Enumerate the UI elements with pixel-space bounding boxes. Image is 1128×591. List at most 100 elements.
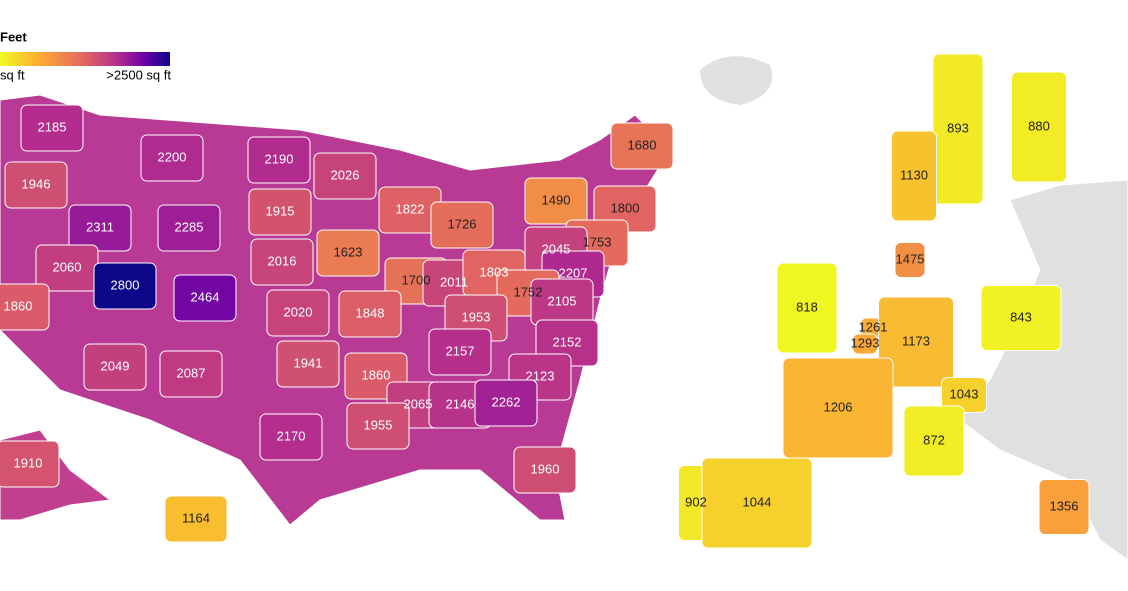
region (93, 262, 157, 310)
region (338, 290, 402, 338)
region-value-label: 1164 (182, 510, 210, 525)
region-value-label: 1941 (294, 355, 323, 370)
region (903, 405, 965, 477)
region-value-label: 902 (685, 494, 707, 509)
region (894, 242, 926, 278)
region (430, 201, 494, 249)
region-value-label: 2285 (175, 219, 204, 234)
region-value-label: 1475 (896, 251, 925, 266)
region-value-label: 2185 (38, 119, 67, 134)
region (266, 289, 330, 337)
region-value-label: 1044 (743, 494, 772, 509)
region (0, 283, 50, 331)
region-value-label: 2123 (526, 368, 555, 383)
region (250, 238, 314, 286)
region-value-label: 2060 (53, 259, 82, 274)
region (980, 285, 1062, 351)
region (259, 413, 323, 461)
region-value-label: 2065 (404, 396, 433, 411)
region-value-label: 2020 (284, 304, 313, 319)
region (878, 296, 954, 388)
region-value-label: 880 (1028, 118, 1050, 133)
region-value-label: 2049 (101, 358, 130, 373)
region-value-label: 1960 (531, 461, 560, 476)
region (0, 440, 60, 488)
region-value-label: 1753 (583, 234, 612, 249)
region-value-label: 2011 (440, 274, 468, 289)
region (276, 340, 340, 388)
region-value-label: 1261 (859, 319, 888, 334)
region (173, 274, 237, 322)
region (474, 379, 538, 427)
region-value-label: 2200 (158, 149, 187, 164)
region-value-label: 1822 (396, 201, 425, 216)
region-value-label: 1490 (542, 192, 571, 207)
region-value-label: 1860 (362, 367, 391, 382)
region-value-label: 2207 (559, 265, 588, 280)
region-value-label: 2464 (191, 289, 220, 304)
region-value-label: 2800 (111, 277, 140, 292)
region (1011, 71, 1067, 183)
region-value-label: 1955 (364, 417, 393, 432)
region (776, 262, 838, 354)
region-value-label: 872 (923, 432, 945, 447)
region-value-label: 1752 (514, 284, 543, 299)
region (932, 53, 984, 205)
region-value-label: 1623 (334, 244, 363, 259)
region-value-label: 1293 (851, 335, 880, 350)
region-value-label: 2146 (446, 396, 475, 411)
region (248, 188, 312, 236)
region-value-label: 1206 (824, 399, 853, 414)
region (346, 402, 410, 450)
region-value-label: 2170 (277, 428, 306, 443)
region-value-label: 818 (796, 299, 818, 314)
legend-min-label: sq ft (0, 67, 25, 82)
region-value-label: 1800 (611, 200, 640, 215)
region-value-label: 893 (947, 120, 969, 135)
region-value-label: 1680 (628, 137, 657, 152)
region (159, 350, 223, 398)
region-value-label: 2105 (548, 293, 577, 308)
region (157, 204, 221, 252)
region-value-label: 2087 (177, 365, 206, 380)
region-value-label: 2152 (553, 334, 582, 349)
region-value-label: 1700 (402, 272, 431, 287)
region-value-label: 2311 (86, 219, 114, 234)
region (164, 495, 228, 543)
region-value-label: 1946 (22, 176, 51, 191)
region-value-label: 2262 (492, 394, 521, 409)
legend-gradient (0, 52, 170, 66)
region (428, 328, 492, 376)
region-value-label: 1848 (356, 305, 385, 320)
region-value-label: 843 (1010, 309, 1032, 324)
legend-max-label: >2500 sq ft (106, 67, 171, 82)
region (313, 152, 377, 200)
region-value-label: 2026 (331, 167, 360, 182)
region (701, 457, 813, 549)
region (83, 343, 147, 391)
region (20, 104, 84, 152)
region (140, 134, 204, 182)
region-value-label: 2157 (446, 343, 475, 358)
region-value-label: 1173 (902, 333, 930, 348)
region-value-label: 1043 (950, 386, 979, 401)
iceland (700, 56, 772, 105)
region (852, 333, 878, 355)
region-value-label: 1803 (480, 264, 509, 279)
region-value-label: 1953 (462, 309, 491, 324)
region (316, 229, 380, 277)
region-value-label: 1726 (448, 216, 477, 231)
region (891, 130, 937, 222)
region (524, 177, 588, 225)
region-value-label: 2045 (542, 241, 571, 256)
region (1038, 479, 1090, 535)
region-value-label: 2190 (265, 151, 294, 166)
region (513, 446, 577, 494)
region (4, 161, 68, 209)
region-value-label: 1910 (14, 455, 43, 470)
region-value-label: 1915 (266, 203, 295, 218)
region-value-label: 2016 (268, 253, 297, 268)
region-value-label: 1130 (900, 167, 928, 182)
region (610, 122, 674, 170)
region-value-label: 1860 (4, 298, 33, 313)
